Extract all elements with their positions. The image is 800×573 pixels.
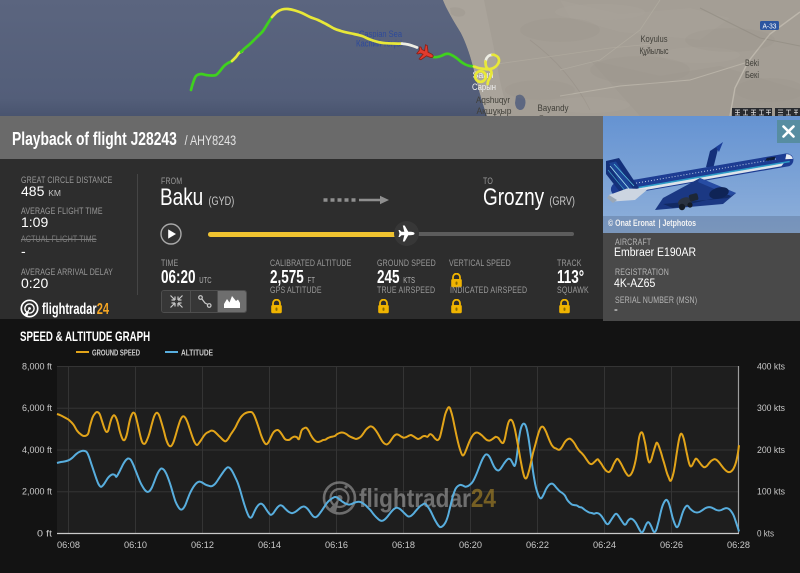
svg-text:06:14: 06:14 <box>258 540 281 551</box>
svg-text:0 ft: 0 ft <box>37 529 52 540</box>
svg-text:06:20: 06:20 <box>459 540 482 551</box>
svg-text:06:28: 06:28 <box>727 540 750 551</box>
svg-text:0 kts: 0 kts <box>757 529 774 540</box>
svg-text:06:12: 06:12 <box>191 540 214 551</box>
svg-text:GROUND SPEED: GROUND SPEED <box>92 348 140 358</box>
svg-text:flightradar24: flightradar24 <box>42 301 109 318</box>
svg-text:06:24: 06:24 <box>593 540 616 551</box>
svg-text:© Onat Eronat | Jetphotos: © Onat Eronat | Jetphotos <box>608 218 696 229</box>
svg-text:Сарын: Сарын <box>472 82 496 93</box>
svg-text:Құйылыс: Құйылыс <box>640 46 669 57</box>
svg-text:Sarın: Sarın <box>473 70 494 81</box>
svg-text:2,000 ft: 2,000 ft <box>22 487 52 498</box>
svg-text:Bayandy: Bayandy <box>538 103 569 114</box>
svg-text:Caspian Sea: Caspian Sea <box>359 29 402 39</box>
svg-text:4,000 ft: 4,000 ft <box>22 445 52 456</box>
svg-text:200 kts: 200 kts <box>757 445 785 456</box>
svg-text:Баянлы: Баянлы <box>539 114 567 116</box>
svg-text:ALTITUDE: ALTITUDE <box>181 348 213 358</box>
svg-text:06:16: 06:16 <box>325 540 348 551</box>
svg-text:Бекі: Бекі <box>745 70 759 81</box>
svg-text:8,000 ft: 8,000 ft <box>22 362 52 373</box>
svg-text:Aqshuqyr: Aqshuqyr <box>476 95 510 106</box>
svg-text:Ақшұқыр: Ақшұқыр <box>477 106 512 116</box>
svg-text:400 kts: 400 kts <box>757 362 785 373</box>
svg-text:6,000 ft: 6,000 ft <box>22 403 52 414</box>
svg-text:06:22: 06:22 <box>526 540 549 551</box>
svg-text:06:18: 06:18 <box>392 540 415 551</box>
svg-text:Beki: Beki <box>745 58 759 69</box>
svg-text:300 kts: 300 kts <box>757 403 785 414</box>
svg-text:A-33: A-33 <box>763 24 777 31</box>
svg-text:Koyulus: Koyulus <box>641 34 668 45</box>
svg-text:100 kts: 100 kts <box>757 487 785 498</box>
svg-text:06:08: 06:08 <box>57 540 80 551</box>
svg-text:06:26: 06:26 <box>660 540 683 551</box>
svg-text:flightradar24: flightradar24 <box>359 483 496 513</box>
svg-text:06:10: 06:10 <box>124 540 147 551</box>
